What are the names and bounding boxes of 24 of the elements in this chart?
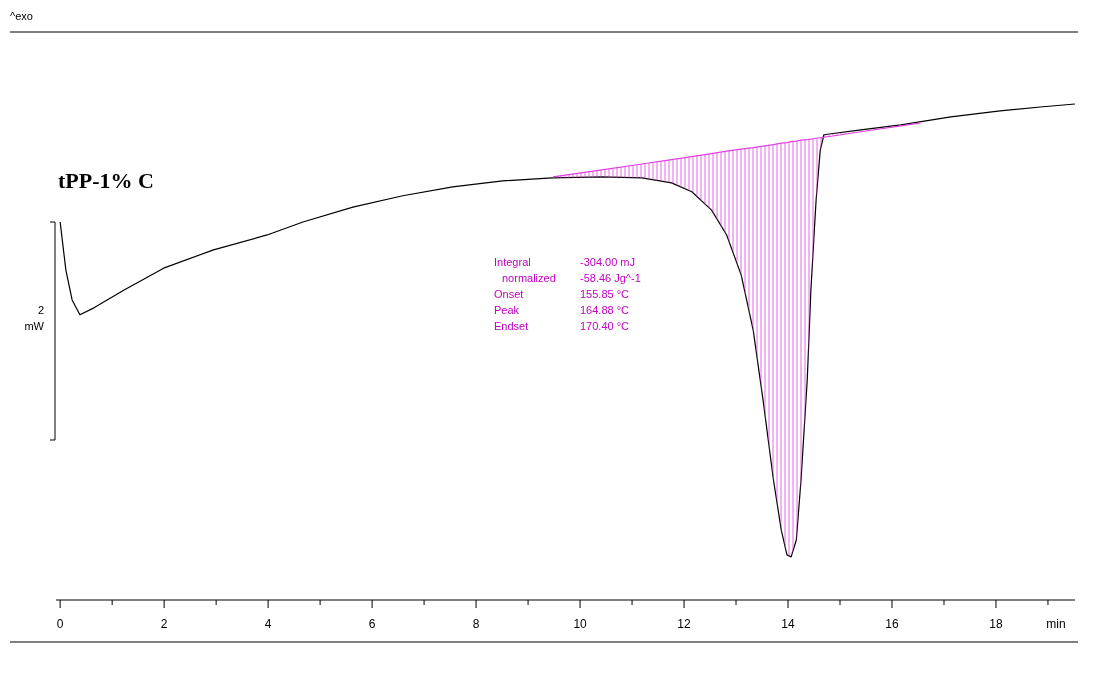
x-tick-label: 2 bbox=[160, 617, 168, 631]
annotation: Integral bbox=[494, 256, 531, 268]
x-tick-label: 10 bbox=[573, 617, 588, 631]
annotation: Peak bbox=[494, 304, 520, 316]
x-tick-label: 8 bbox=[472, 617, 480, 631]
y-axis-title: 2 mW bbox=[24, 304, 45, 332]
annotation: -58.46 Jg^-1 bbox=[580, 272, 641, 284]
text: tPP-1% C bbox=[58, 168, 154, 193]
x-tick-label: 14 bbox=[781, 617, 796, 631]
annotation: 155.85 °C bbox=[580, 288, 630, 300]
x-tick-label: 16 bbox=[885, 617, 899, 631]
annotation: -304.00 mJ bbox=[580, 256, 636, 268]
x-tick-label: 12 bbox=[677, 617, 692, 631]
annotation: normalized bbox=[502, 272, 556, 284]
x-tick-label: 4 bbox=[264, 617, 272, 631]
x-tick-label: 18 bbox=[989, 617, 1003, 631]
text: ^exo bbox=[10, 10, 33, 22]
x-axis-title: min bbox=[1046, 617, 1066, 631]
annotation: Onset bbox=[494, 288, 524, 300]
x-tick-label: 6 bbox=[368, 617, 376, 631]
annotation: 164.88 °C bbox=[580, 304, 630, 316]
annotation: 170.40 °C bbox=[580, 320, 630, 332]
x-tick-label: 0 bbox=[56, 617, 64, 631]
annotation: Endset bbox=[494, 320, 529, 332]
